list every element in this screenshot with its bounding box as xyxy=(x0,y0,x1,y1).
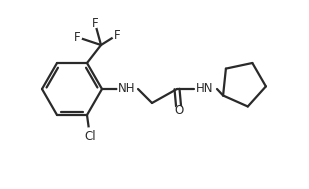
Text: F: F xyxy=(74,30,80,43)
Text: HN: HN xyxy=(196,83,214,95)
Text: F: F xyxy=(114,29,120,42)
Text: Cl: Cl xyxy=(84,130,96,143)
Circle shape xyxy=(175,106,184,115)
Circle shape xyxy=(112,30,121,40)
Text: NH: NH xyxy=(118,83,136,95)
Circle shape xyxy=(196,80,214,98)
Text: F: F xyxy=(92,16,98,29)
Circle shape xyxy=(91,19,99,28)
Circle shape xyxy=(118,80,136,98)
Circle shape xyxy=(81,128,99,146)
Text: O: O xyxy=(174,105,184,118)
Circle shape xyxy=(73,33,82,42)
